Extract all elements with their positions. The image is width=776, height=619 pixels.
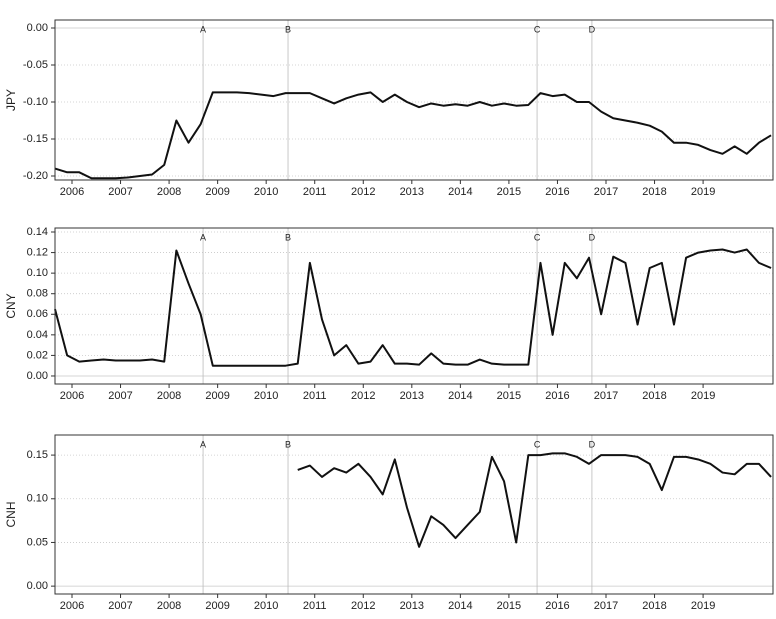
x-tick-label: 2006	[60, 186, 84, 198]
y-tick-label: 0.05	[27, 536, 48, 548]
plot-frame	[54, 434, 774, 595]
y-axis-title: JPY	[4, 89, 18, 111]
event-label: A	[200, 439, 206, 449]
x-tick-label: 2014	[448, 390, 472, 402]
event-label: B	[285, 232, 291, 242]
y-tick-label: -0.15	[23, 133, 48, 145]
data-line	[54, 248, 772, 367]
y-tick-label: 0.10	[27, 267, 48, 279]
x-tick-label: 2011	[303, 390, 327, 402]
x-tick-label: 2017	[594, 390, 618, 402]
x-tick-label: 2011	[303, 186, 327, 198]
plot-background	[55, 435, 773, 594]
y-tick-label: 0.12	[27, 246, 48, 258]
event-label: A	[200, 24, 206, 34]
x-tick-label: 2009	[205, 600, 229, 612]
x-tick-label: 2015	[497, 390, 521, 402]
event-label: B	[285, 439, 291, 449]
event-label: B	[285, 24, 291, 34]
x-tick-label: 2010	[254, 600, 278, 612]
x-tick-label: 2016	[545, 600, 569, 612]
x-tick-label: 2008	[157, 390, 181, 402]
data-line	[297, 452, 772, 548]
x-tick-label: 2015	[497, 186, 521, 198]
x-tick-label: 2012	[351, 600, 375, 612]
y-tick-label: 0.08	[27, 288, 48, 300]
x-tick-label: 2009	[205, 186, 229, 198]
plot-frame	[54, 19, 774, 181]
event-label: D	[589, 232, 596, 242]
x-tick-label: 2013	[400, 390, 424, 402]
x-tick-label: 2012	[351, 390, 375, 402]
event-label: C	[534, 24, 541, 34]
x-tick-label: 2015	[497, 600, 521, 612]
y-tick-label: 0.02	[27, 349, 48, 361]
y-tick-label: -0.10	[23, 96, 48, 108]
x-tick-label: 2019	[691, 390, 715, 402]
x-tick-label: 2012	[351, 186, 375, 198]
x-tick-label: 2008	[157, 186, 181, 198]
x-tick-label: 2011	[303, 600, 327, 612]
plot-frame	[54, 227, 774, 385]
y-axis-title: CNH	[4, 502, 18, 528]
x-tick-label: 2006	[60, 390, 84, 402]
plot-background	[55, 228, 773, 384]
x-tick-label: 2017	[594, 600, 618, 612]
x-tick-label: 2007	[108, 390, 132, 402]
x-tick-label: 2013	[400, 186, 424, 198]
x-tick-label: 2007	[108, 186, 132, 198]
x-tick-label: 2018	[642, 600, 666, 612]
y-axis-title: CNY	[4, 293, 18, 318]
x-tick-label: 2010	[254, 186, 278, 198]
y-tick-label: -0.05	[23, 59, 48, 71]
x-tick-label: 2019	[691, 186, 715, 198]
x-tick-label: 2017	[594, 186, 618, 198]
x-tick-label: 2006	[60, 600, 84, 612]
x-tick-label: 2014	[448, 600, 472, 612]
x-tick-label: 2008	[157, 600, 181, 612]
x-tick-label: 2014	[448, 186, 472, 198]
y-tick-label: 0.04	[27, 329, 48, 341]
x-tick-label: 2007	[108, 600, 132, 612]
y-tick-label: 0.00	[27, 580, 48, 592]
x-tick-label: 2018	[642, 186, 666, 198]
event-label: A	[200, 232, 206, 242]
x-tick-label: 2016	[545, 390, 569, 402]
event-label: C	[534, 439, 541, 449]
y-tick-label: 0.06	[27, 308, 48, 320]
x-tick-label: 2019	[691, 600, 715, 612]
event-label: D	[589, 24, 596, 34]
plot-background	[55, 20, 773, 180]
x-tick-label: 2009	[205, 390, 229, 402]
event-label: C	[534, 232, 541, 242]
x-tick-label: 2016	[545, 186, 569, 198]
x-tick-label: 2010	[254, 390, 278, 402]
x-tick-label: 2018	[642, 390, 666, 402]
y-tick-label: 0.00	[27, 22, 48, 34]
x-tick-label: 2013	[400, 600, 424, 612]
y-tick-label: 0.15	[27, 449, 48, 461]
y-tick-label: 0.00	[27, 370, 48, 382]
y-tick-label: 0.14	[27, 226, 48, 238]
y-tick-label: 0.10	[27, 493, 48, 505]
event-label: D	[589, 439, 596, 449]
y-tick-label: -0.20	[23, 170, 48, 182]
data-line	[54, 91, 772, 180]
